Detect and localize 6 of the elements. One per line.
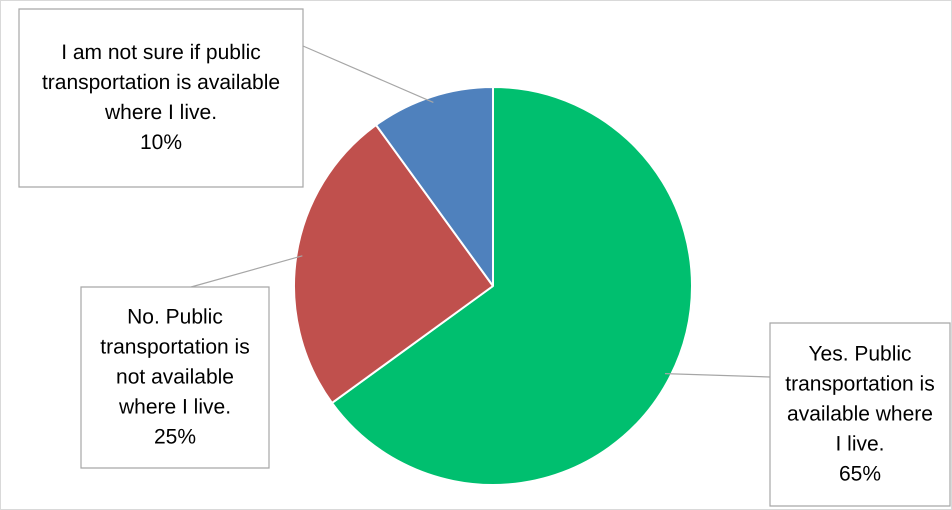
- data-label: 25%: [154, 425, 196, 448]
- slice-label: Yes. Public transportation is available where I live.: [785, 342, 935, 456]
- slice-label: I am not sure if public transportation is available where I live.: [42, 40, 280, 124]
- data-label: 10%: [140, 130, 182, 154]
- data-label: 65%: [838, 462, 882, 486]
- slice-label: No. Public transportation is not available where I live.: [100, 305, 250, 418]
